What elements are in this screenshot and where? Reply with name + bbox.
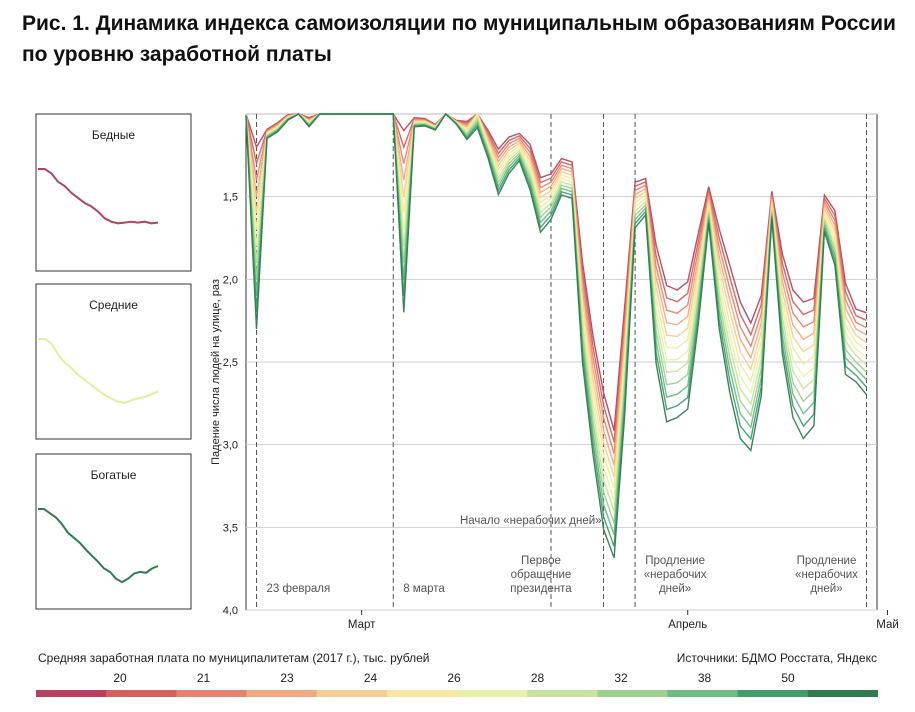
legend-tick-label: 38: [697, 671, 712, 685]
legend-swatch: [527, 690, 598, 697]
y-tick-label: 3,5: [223, 522, 238, 534]
x-tick-label: Апрель: [668, 619, 707, 631]
legend-tick-label: 23: [280, 671, 294, 685]
mini-panel-frame: [35, 453, 192, 610]
figure-title: Рис. 1. Динамика индекса самоизоляции по…: [22, 12, 896, 66]
legend-swatch: [807, 690, 878, 697]
legend-swatch: [36, 690, 107, 697]
mini-panel-line: [38, 168, 159, 225]
series-line-1: [245, 113, 867, 431]
legend-tick-label: 50: [781, 671, 795, 685]
mini-panel-line: [38, 338, 159, 404]
y-tick-label: 4,0: [223, 605, 238, 617]
y-axis-label: Падение числа людей на улице, раз: [210, 279, 222, 465]
legend-tick-label: 21: [196, 671, 211, 685]
event-label-address: Первое обращение президента: [510, 555, 572, 595]
y-tick-label: 2,5: [223, 357, 238, 369]
legend-swatch: [597, 690, 668, 697]
mini-panel-3: Богатые: [35, 453, 192, 610]
legend-tick-label: 32: [614, 671, 628, 685]
mini-panel-title: Средние: [89, 298, 138, 312]
series-line-12: [245, 112, 868, 559]
legend-title: Средняя заработная плата по муниципалите…: [38, 651, 430, 665]
series-line-7: [245, 113, 867, 501]
legend-swatch: [106, 690, 177, 697]
mini-panel-frame: [35, 283, 192, 440]
legend-tick-label: 28: [530, 671, 545, 685]
legend-swatch: [457, 690, 528, 697]
legend-swatch: [246, 690, 318, 697]
legend-tick-label: 26: [447, 671, 461, 685]
x-tick-label: Май: [876, 619, 899, 631]
legend-swatch: [316, 690, 388, 697]
mini-panel-title: Бедные: [92, 128, 136, 142]
series-line-9: [245, 112, 867, 524]
event-label-extension-2: Продление «нерабочих дней»: [795, 555, 858, 595]
mini-panel-title: Богатые: [91, 468, 137, 482]
legend-tick-label: 20: [113, 671, 127, 685]
x-tick-label: Март: [348, 619, 376, 631]
series-line-3: [245, 112, 867, 454]
main-chart: 1,5 2,0 2,5 3,0 3,5 4,0 Падение числа людей на…: [210, 112, 899, 631]
legend-swatch: [386, 690, 458, 697]
series-line-2: [245, 112, 867, 443]
legend-tick-label: 24: [363, 671, 378, 685]
legend-swatch: [737, 690, 809, 697]
event-label-extension-1: Продление «нерабочих дней»: [644, 555, 707, 595]
event-label-mar8: 8 марта: [403, 583, 445, 595]
y-tick-label: 3,0: [223, 440, 238, 452]
series-line-11: [245, 112, 868, 547]
legend-swatch: [667, 690, 739, 697]
mini-panel-1: Бедные: [35, 113, 192, 272]
mini-panel-line: [38, 508, 159, 584]
y-tick-label: 2,0: [223, 274, 238, 286]
y-tick-label: 1,5: [223, 192, 238, 204]
mini-panel-2: Средние: [35, 283, 192, 440]
mini-panel-frame: [35, 113, 192, 272]
source-note: Источники: БДМО Росстата, Яндекс: [676, 651, 877, 665]
series-line-5: [245, 112, 867, 478]
legend-swatch: [176, 690, 247, 697]
event-label-nonworking-start: Начало «нерабочих дней»: [460, 515, 602, 527]
legend-color-bar: [36, 690, 878, 697]
event-label-feb23: 23 февраля: [267, 583, 331, 595]
